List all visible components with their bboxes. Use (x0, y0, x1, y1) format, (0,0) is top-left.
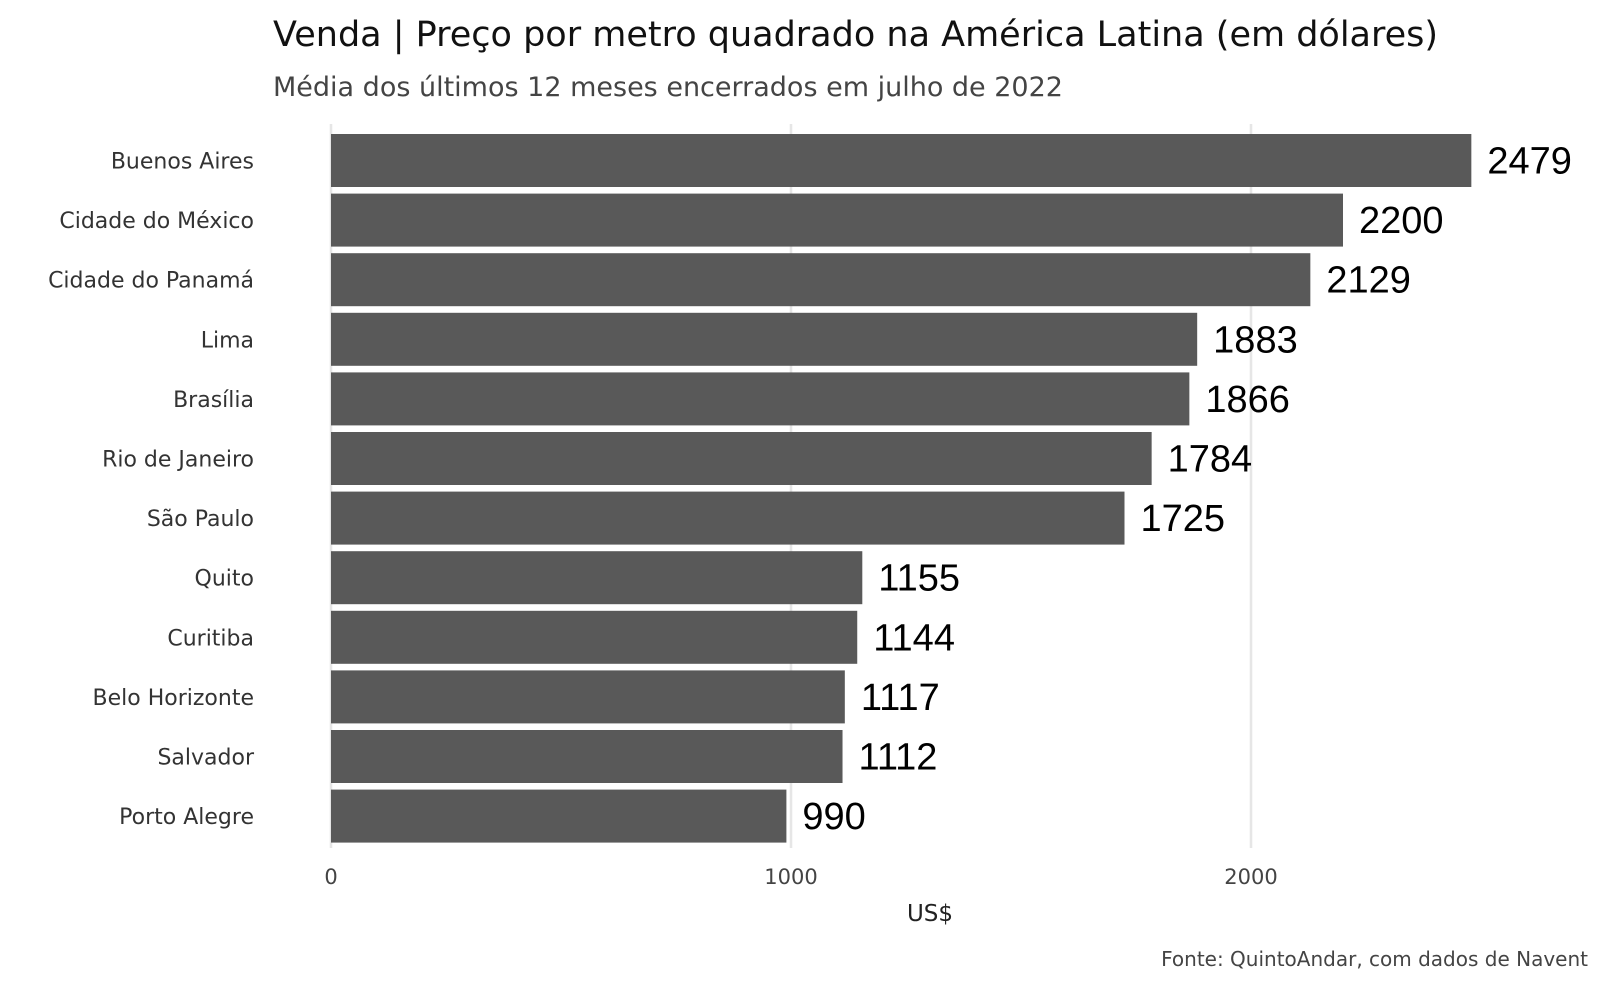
bar (331, 491, 1125, 545)
bar (331, 432, 1152, 485)
chart-title: Venda | Preço por metro quadrado na Amér… (273, 15, 1438, 55)
value-label: 2200 (1359, 200, 1444, 242)
bar (331, 789, 787, 843)
category-labels: Buenos Aires Cidade do México Cidade do Pa… (48, 150, 255, 831)
value-label: 1155 (878, 558, 960, 600)
bar (331, 134, 1472, 187)
value-label: 2479 (1487, 141, 1572, 183)
category-label: Buenos Aires (111, 150, 254, 175)
value-label: 1866 (1205, 379, 1290, 421)
value-labels: 2479 2200 2129 1883 1866 1784 1725 1155 1144 1117… (802, 141, 1571, 839)
value-label: 1117 (861, 677, 940, 719)
x-axis-title: US$ (907, 901, 953, 927)
bar (331, 372, 1190, 426)
category-label: Curitiba (167, 626, 254, 651)
x-tick-label: 1000 (764, 865, 817, 889)
value-label: 2129 (1326, 260, 1411, 302)
x-tick-label: 0 (324, 865, 337, 889)
source-caption: Fonte: QuintoAndar, com dados de Navent (1161, 947, 1588, 971)
bar (331, 670, 845, 724)
chart-subtitle: Média dos últimos 12 meses encerrados em… (273, 72, 1063, 103)
category-label: Lima (201, 328, 254, 353)
bar (331, 551, 863, 605)
category-label: Quito (195, 567, 254, 592)
category-label: Porto Alegre (119, 805, 254, 830)
value-label: 1725 (1141, 498, 1226, 540)
category-label: São Paulo (147, 507, 254, 532)
bar (331, 730, 843, 783)
category-label: Belo Horizonte (93, 686, 254, 711)
value-label: 1144 (873, 617, 955, 659)
bar (331, 253, 1311, 307)
category-label: Salvador (157, 746, 254, 771)
bar (331, 610, 858, 664)
bar (331, 193, 1343, 247)
value-label: 1784 (1168, 439, 1253, 481)
category-label: Brasília (173, 388, 254, 413)
value-label: 990 (802, 796, 865, 838)
value-label: 1883 (1213, 319, 1298, 361)
x-tick-label: 2000 (1224, 865, 1277, 889)
x-tick-labels: 0 1000 2000 (324, 865, 1277, 889)
value-label: 1112 (859, 737, 938, 779)
category-label: Cidade do Panamá (48, 269, 254, 294)
category-label: Rio de Janeiro (102, 448, 254, 473)
bars (331, 134, 1472, 843)
bar (331, 312, 1198, 366)
category-label: Cidade do México (59, 209, 254, 234)
